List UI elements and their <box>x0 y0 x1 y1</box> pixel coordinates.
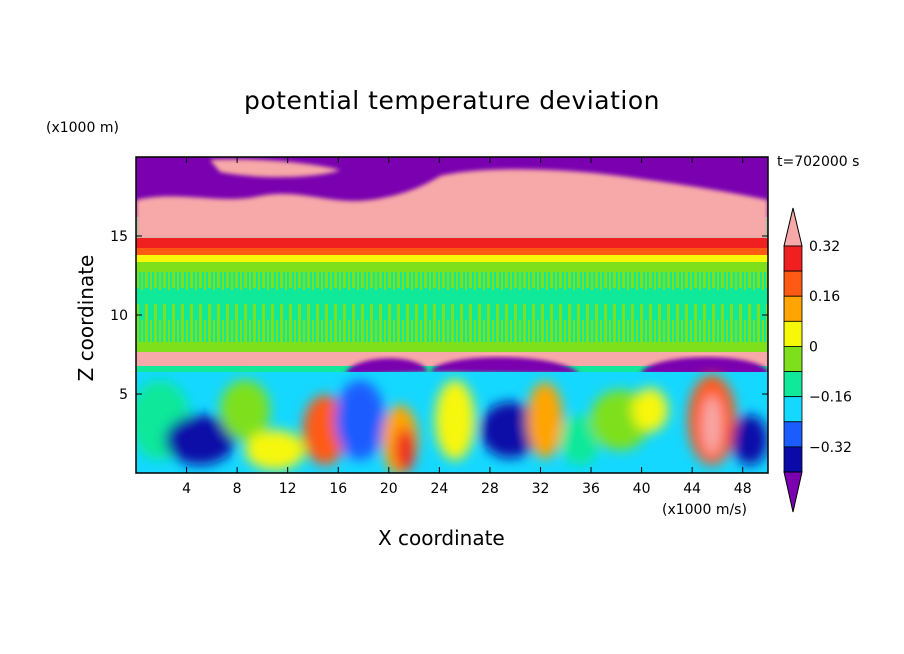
colorbar-label: −0.32 <box>809 440 852 456</box>
field-lower-warm-band <box>136 352 768 366</box>
colorbar-label: 0 <box>809 339 818 355</box>
x-tick-label: 36 <box>582 481 600 497</box>
colorbar-label: 0.32 <box>809 239 840 255</box>
colorbar-bin <box>783 371 803 398</box>
colorbar-label: 0.16 <box>809 289 840 305</box>
plot-area <box>136 157 768 473</box>
colorbar-label: −0.16 <box>809 390 852 406</box>
x-tick-label: 32 <box>532 481 550 497</box>
field-red-band <box>136 238 768 250</box>
colorbar-bin <box>783 270 803 297</box>
x-tick-label: 44 <box>683 481 701 497</box>
x-axis-label: X coordinate <box>378 526 505 550</box>
field-upper-warm <box>136 169 768 240</box>
colorbar-bin <box>783 396 803 423</box>
x-axis-unit: (x1000 m/s) <box>662 502 747 518</box>
y-tick-label: 5 <box>119 387 128 403</box>
colorbar-bin <box>783 446 803 473</box>
x-tick-label: 28 <box>481 481 499 497</box>
y-axis: 5 10 15 <box>110 229 768 403</box>
colorbar-max-triangle <box>783 207 803 247</box>
y-axis-unit: (x1000 m) <box>46 120 119 136</box>
colorbar: 0.32 0.16 0 −0.16 −0.32 <box>783 207 852 513</box>
colorbar-bin <box>783 245 803 272</box>
y-tick-label: 10 <box>110 308 128 324</box>
chart-title: potential temperature deviation <box>244 86 660 115</box>
x-tick-label: 40 <box>633 481 651 497</box>
field-mid-band <box>136 272 768 352</box>
colorbar-bin <box>783 346 803 372</box>
x-tick-label: 48 <box>734 481 752 497</box>
colorbar-bin <box>783 295 803 322</box>
x-tick-label: 8 <box>233 481 242 497</box>
colorbar-bin <box>783 320 803 347</box>
x-axis: 4 8 12 16 20 24 28 32 36 40 44 48 <box>182 157 752 497</box>
colorbar-min-triangle <box>783 471 803 513</box>
time-label: t=702000 s <box>777 154 860 170</box>
y-tick-label: 15 <box>110 229 128 245</box>
x-tick-label: 24 <box>430 481 448 497</box>
x-tick-label: 20 <box>380 481 398 497</box>
x-tick-label: 12 <box>279 481 297 497</box>
x-tick-label: 4 <box>182 481 191 497</box>
colorbar-bin <box>783 421 803 448</box>
x-tick-label: 16 <box>329 481 347 497</box>
